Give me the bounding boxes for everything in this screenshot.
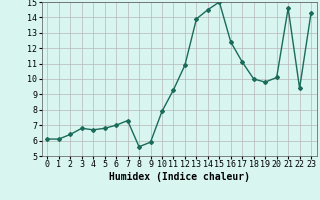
X-axis label: Humidex (Indice chaleur): Humidex (Indice chaleur) <box>109 172 250 182</box>
